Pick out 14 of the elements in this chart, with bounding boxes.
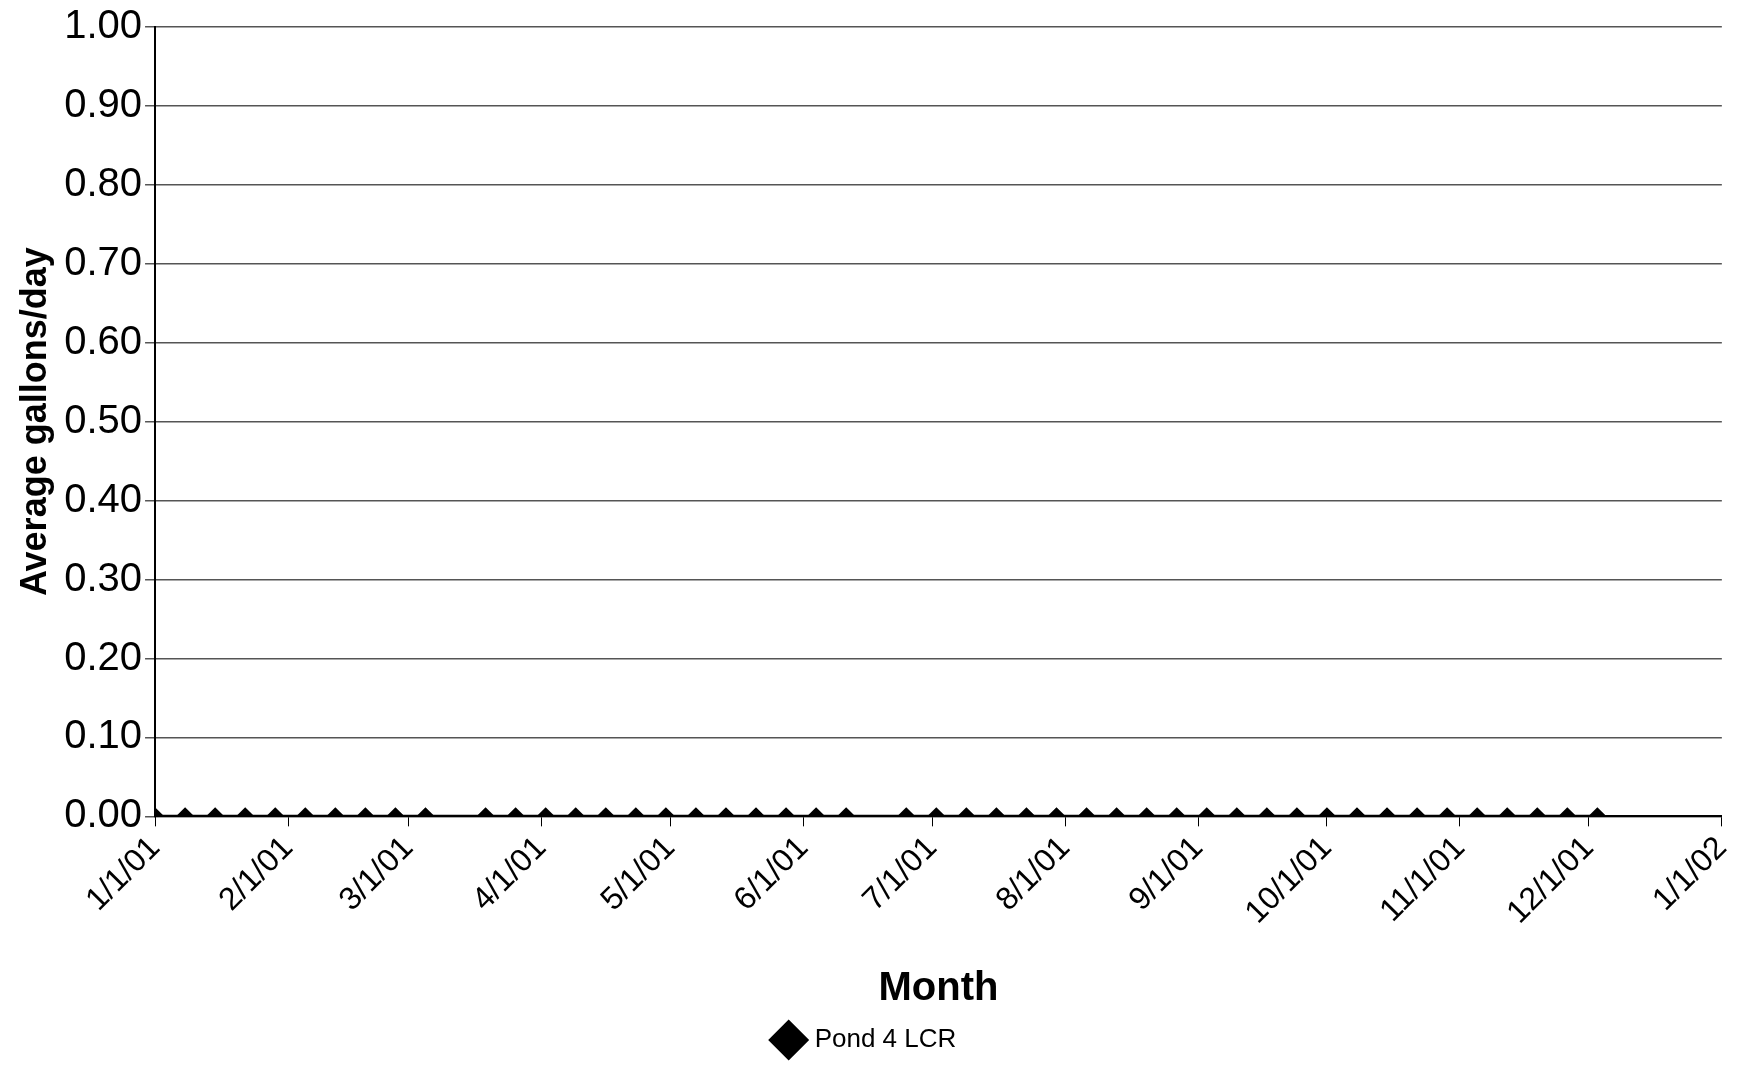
y-axis-title: Average gallons/day: [12, 247, 54, 597]
y-tick-label: 0.30: [64, 554, 143, 599]
y-tick-label: 0.40: [64, 475, 143, 520]
y-tick-label: 0.10: [64, 712, 143, 757]
y-tick-label: 0.70: [64, 238, 143, 283]
y-tick-label: 0.80: [64, 159, 143, 204]
y-tick-label: 0.90: [64, 80, 143, 125]
x-axis-title: Month: [878, 964, 999, 1009]
y-tick-label: 0.00: [64, 791, 143, 836]
y-tick-label: 1.00: [64, 2, 143, 47]
y-tick-label: 0.60: [64, 317, 143, 362]
y-tick-label: 0.20: [64, 633, 143, 678]
y-tick-label: 0.50: [64, 396, 143, 441]
legend-label: Pond 4 LCR: [814, 1023, 957, 1054]
